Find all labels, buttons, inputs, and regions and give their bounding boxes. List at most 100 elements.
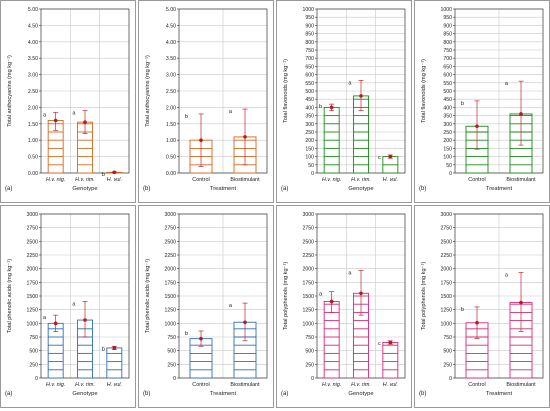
y-tick-label: 2250 — [440, 253, 452, 259]
y-tick-label: 2000 — [164, 267, 176, 273]
y-tick-label: 2250 — [302, 253, 314, 259]
y-tick-label: 1.50 — [166, 122, 176, 128]
significance-letter: b — [185, 114, 188, 120]
bar-2: a — [505, 272, 533, 379]
y-tick-label: 3000 — [26, 212, 38, 218]
mean-point — [359, 291, 363, 296]
y-axis-label: Total phenolic acids (mg kg⁻¹) — [145, 259, 151, 333]
panel-label: (b) — [419, 391, 426, 397]
y-tick-label: 250 — [305, 130, 314, 136]
chart-svg: 0.00 0.50 1.00 1.50 2.00 2.50 3.00 3.50 4.00 4.50… — [5, 7, 130, 192]
y-tick-label: 1.50 — [28, 122, 38, 128]
y-tick-label: 550 — [305, 81, 314, 87]
y-tick-label: 2000 — [26, 267, 38, 273]
mean-point — [112, 170, 117, 175]
y-tick-label: 5.00 — [28, 7, 38, 13]
chart-svg: 0 50 100 150 200 250 300 350 400 450 500 550 600 650 7… — [419, 7, 544, 192]
significance-letter: a — [43, 112, 47, 118]
mean-point — [388, 154, 393, 159]
x-tick-label: H.v. nig. — [322, 382, 341, 388]
y-tick-label: 650 — [443, 64, 452, 70]
bar-1: b — [185, 330, 213, 379]
y-tick-label: 350 — [305, 114, 314, 120]
mean-point — [388, 340, 393, 345]
y-tick-label: 900 — [305, 23, 314, 29]
x-tick-label: Control — [192, 382, 209, 388]
y-tick-label: 900 — [443, 23, 452, 29]
chart-svg: 0 50 100 150 200 250 300 350 400 450 500 550 600 650 7… — [281, 7, 406, 192]
y-tick-label: 4.50 — [166, 23, 176, 29]
x-tick-label: H.v. rim. — [351, 382, 371, 388]
y-tick-label: 2.50 — [28, 89, 38, 95]
x-tick-label: H.v. rim. — [75, 382, 95, 388]
y-tick-label: 250 — [305, 362, 314, 368]
plot-frame — [454, 8, 544, 174]
bar-rect — [382, 342, 399, 379]
mean-point — [329, 299, 334, 304]
x-tick-label: H.v. nig. — [322, 177, 341, 183]
y-tick-label: 2750 — [440, 226, 452, 232]
y-tick-label: 750 — [167, 335, 176, 341]
y-tick-label: 400 — [443, 105, 452, 111]
y-tick-label: 750 — [443, 48, 452, 54]
y-tick-label: 300 — [443, 122, 452, 128]
bar-1: b — [185, 113, 213, 174]
panel-label: (a) — [5, 391, 12, 397]
bar-rect — [106, 347, 123, 379]
y-tick-label: 3.00 — [166, 73, 176, 79]
significance-letter: a — [72, 301, 76, 307]
y-tick-label: 750 — [29, 335, 38, 341]
panel-label: (b) — [143, 391, 150, 397]
y-tick-label: 450 — [305, 97, 314, 103]
y-tick-label: 1750 — [440, 280, 452, 286]
y-tick-label: 950 — [443, 15, 452, 21]
chart-panel-7: 0 250 500 750 1000 1250 1500 1750 2000 2250 2500 27… — [276, 205, 412, 408]
y-tick-label: 1000 — [302, 321, 314, 327]
significance-letter: b — [185, 331, 188, 337]
x-axis-label: Treatment — [210, 186, 237, 192]
x-tick-label: H. vul. — [107, 177, 122, 183]
y-tick-label: 2000 — [302, 267, 314, 273]
significance-letter: a — [319, 292, 323, 298]
y-tick-label: 1750 — [302, 280, 314, 286]
y-axis-label: Total flavonoids (mg kg⁻¹) — [421, 59, 427, 123]
bar-2: a — [72, 301, 93, 379]
y-tick-label: 0 — [311, 171, 314, 177]
mean-point — [519, 112, 523, 116]
y-tick-label: 250 — [443, 130, 452, 136]
y-tick-label: 800 — [305, 40, 314, 46]
bar-1: b — [319, 103, 340, 174]
y-tick-label: 750 — [305, 335, 314, 341]
y-tick-label: 500 — [29, 349, 38, 355]
y-tick-label: 0 — [449, 171, 452, 177]
significance-letter: a — [348, 80, 352, 86]
chart-svg: 0 250 500 750 1000 1250 1500 1750 2000 2250 2500 27… — [419, 212, 544, 397]
chart-svg: 0.00 0.50 1.00 1.50 2.00 2.50 3.00 3.50 4.00 4.50… — [143, 7, 268, 192]
chart-svg: 0 250 500 750 1000 1250 1500 1750 2000 2250 2500 27… — [143, 212, 268, 397]
bar-2: a — [505, 80, 533, 174]
y-tick-label: 5.00 — [166, 7, 176, 13]
y-tick-label: 1250 — [302, 308, 314, 314]
panel-label: (b) — [143, 186, 150, 192]
x-tick-label: Control — [468, 177, 485, 183]
y-tick-label: 1500 — [440, 294, 452, 300]
y-tick-label: 1000 — [302, 7, 314, 13]
y-axis-label: Total anthocyanins (mg kg⁻¹) — [7, 55, 13, 127]
y-tick-label: 0.50 — [166, 155, 176, 161]
bar-3: c — [378, 340, 399, 379]
y-tick-label: 0.50 — [28, 155, 38, 161]
mean-point — [475, 124, 479, 129]
panel-label: (a) — [5, 186, 12, 192]
x-tick-label: Biostimulant — [230, 382, 260, 388]
significance-letter: a — [348, 270, 352, 276]
y-tick-label: 2750 — [302, 226, 314, 232]
mean-point — [243, 320, 247, 325]
x-axis-label: Genotype — [348, 186, 373, 192]
bar-1: b — [461, 306, 489, 379]
significance-letter: a — [505, 81, 509, 87]
chart-panel-2: 0.00 0.50 1.00 1.50 2.00 2.50 3.00 3.50 4.00 4.50… — [138, 0, 274, 203]
bar-3: b — [102, 170, 123, 178]
y-tick-label: 0 — [311, 376, 314, 382]
y-tick-label: 1500 — [26, 294, 38, 300]
